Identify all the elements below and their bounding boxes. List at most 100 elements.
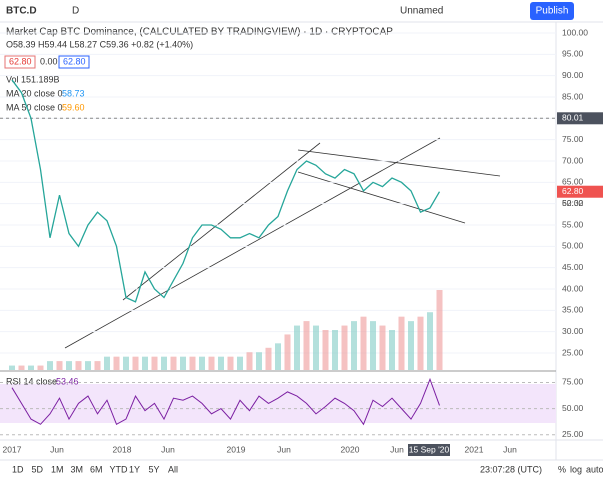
range-button[interactable]: 3M (71, 464, 84, 474)
crosshair-date-box (408, 444, 450, 456)
volume-bar (37, 365, 44, 370)
volume-bar (275, 343, 281, 370)
range-button[interactable]: YTD (110, 464, 129, 474)
clock: 23:07:28 (UTC) (480, 464, 542, 474)
time-label: 2018 (113, 444, 132, 454)
rsi-label: RSI 14 close (6, 376, 57, 386)
range-button[interactable]: 1D (12, 464, 24, 474)
bid: 62.80 (9, 56, 32, 66)
volume-bar (332, 330, 338, 370)
range-button[interactable]: 5D (32, 464, 44, 474)
price-tick-label: 75.00 (562, 134, 584, 144)
volume-bar (303, 321, 310, 370)
ohlc: O58.39 H59.44 L58.27 C59.36 +0.82 (+1.40… (6, 39, 193, 49)
volume-bar (313, 325, 319, 370)
volume-bar (398, 316, 405, 370)
publish-label[interactable]: Publish (536, 6, 569, 17)
volume-bar (199, 356, 205, 370)
volume-bar (142, 356, 148, 370)
crosshair-date: 15 Sep '20 (409, 444, 450, 454)
rsi-tick-label: 75.00 (562, 377, 584, 387)
volume-bar (322, 330, 329, 370)
time-label: Jun (390, 444, 404, 454)
volume-bar (9, 365, 15, 370)
last-price-box (557, 185, 603, 198)
price-tick-label: 55.00 (562, 219, 584, 229)
volume-bar (18, 365, 25, 370)
volume-bar (85, 361, 91, 370)
bid-box (4, 55, 36, 69)
ma20-label: MA 20 close 0 (6, 88, 63, 98)
volume-bar (360, 316, 367, 370)
volume-bar (218, 356, 224, 370)
range-button[interactable]: 1Y (129, 464, 140, 474)
ma50-value: 59.60 (62, 102, 85, 112)
volume-bar (370, 321, 376, 370)
volume-bar (246, 352, 253, 370)
price-tick-label: 40.00 (562, 283, 584, 293)
volume-bar (227, 356, 234, 370)
interval[interactable]: D (72, 6, 79, 17)
rsi-tick-label: 50.00 (562, 403, 584, 413)
volume-bar (237, 356, 243, 370)
toolbar (0, 0, 603, 22)
rsi-band (0, 384, 556, 423)
price-tick-label: 35.00 (562, 305, 584, 315)
range-button[interactable]: 1M (51, 464, 64, 474)
rsi-value: 53.46 (56, 376, 79, 386)
time-label: Jun (277, 444, 291, 454)
volume-bar (389, 330, 395, 370)
crosshair-price-box (557, 112, 603, 125)
volume-bar (189, 356, 196, 370)
volume-bar (351, 321, 357, 370)
volume-bar (180, 356, 186, 370)
volume-bar (417, 316, 424, 370)
volume-bar (265, 347, 272, 370)
volume-bar (436, 290, 443, 370)
range-button[interactable]: All (168, 464, 178, 474)
layout-name[interactable]: Unnamed (400, 6, 443, 17)
ask-box (58, 55, 90, 69)
volume-bar (56, 361, 63, 370)
range-button[interactable]: 6M (90, 464, 103, 474)
volume-bar (379, 325, 386, 370)
volume-bar (113, 356, 120, 370)
volume-bar (104, 356, 110, 370)
last-price: 62.80 (562, 186, 584, 196)
volume-bar (123, 356, 129, 370)
rsi-tick-label: 25.00 (562, 429, 584, 439)
volume-bar (151, 356, 158, 370)
volume-bar (94, 361, 101, 370)
volume-bar (66, 361, 72, 370)
range-button[interactable]: 5Y (149, 464, 160, 474)
time-label: Jun (50, 444, 64, 454)
ask: 62.80 (63, 56, 86, 66)
price-tick-label: 70.00 (562, 155, 584, 165)
publish-button[interactable] (530, 2, 574, 20)
volume-bar (47, 361, 53, 370)
volume-bar (208, 356, 215, 370)
log-toggle[interactable]: log (570, 464, 582, 474)
price-tick-label: 45.00 (562, 262, 584, 272)
rsi-line (11, 377, 440, 426)
price-tick-label: 60.00 (562, 198, 584, 208)
volume-bar (408, 321, 414, 370)
legend-title: Market Cap BTC Dominance, (CALCULATED BY… (6, 27, 393, 38)
time-label: Jun (161, 444, 175, 454)
auto-toggle[interactable]: auto (586, 464, 603, 474)
price-tick-label: 100.00 (562, 27, 588, 37)
volume-bar (427, 312, 433, 370)
volume-bar (161, 356, 167, 370)
price-tick-label: 50.00 (562, 241, 584, 251)
price-line (11, 79, 441, 303)
price-tick-label: 95.00 (562, 49, 584, 59)
trend-lines (64, 137, 501, 349)
volume-bar (75, 361, 82, 370)
crosshair-price: 80.01 (562, 113, 584, 123)
price-tick-label: 25.00 (562, 347, 584, 357)
time-label: 2017 (3, 444, 22, 454)
countdown: 52:32 (562, 198, 584, 208)
symbol[interactable]: BTC.D (6, 6, 37, 17)
percent-toggle[interactable]: % (558, 464, 566, 474)
price-tick-label: 90.00 (562, 70, 584, 80)
